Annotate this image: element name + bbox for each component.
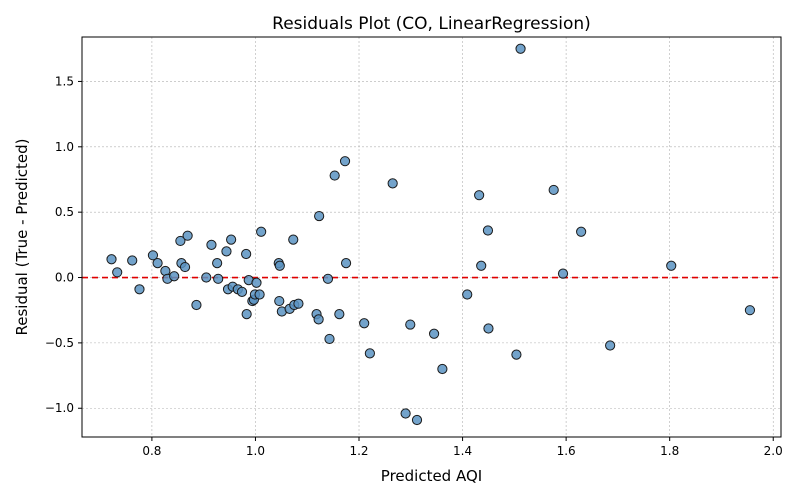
residual-point xyxy=(134,284,145,295)
residual-point xyxy=(241,309,252,320)
y-tick-label: 1.5 xyxy=(55,74,74,88)
residual-point xyxy=(127,255,138,266)
x-axis-label: Predicted AQI xyxy=(381,467,482,485)
plot-area-frame xyxy=(81,36,782,438)
residual-point xyxy=(293,298,304,309)
residual-point xyxy=(241,248,252,260)
residual-point xyxy=(175,235,186,247)
residual-point xyxy=(364,348,375,359)
residual-point xyxy=(548,184,559,196)
residual-point xyxy=(387,178,398,189)
residual-point xyxy=(744,305,756,316)
residual-point xyxy=(182,230,193,241)
residual-point xyxy=(179,261,191,273)
residual-point xyxy=(428,328,440,339)
residual-point xyxy=(274,260,285,271)
residual-point xyxy=(212,258,223,269)
residual-point xyxy=(411,414,423,426)
residual-point xyxy=(274,295,285,307)
residual-point xyxy=(226,234,237,245)
residual-point xyxy=(251,277,262,288)
residual-point xyxy=(152,258,163,269)
residual-point xyxy=(256,226,267,237)
residual-point xyxy=(288,234,299,245)
residual-point xyxy=(400,408,411,419)
residual-point xyxy=(236,286,248,298)
residual-point xyxy=(324,333,335,345)
residual-point xyxy=(313,314,324,325)
residual-point xyxy=(605,340,616,351)
residual-point xyxy=(201,272,212,283)
residual-points xyxy=(106,43,756,426)
residual-point xyxy=(340,258,352,269)
y-tick-label: −1.0 xyxy=(45,401,74,415)
residual-point xyxy=(511,349,522,360)
residual-point xyxy=(329,170,340,181)
residual-point xyxy=(359,318,370,329)
residual-point xyxy=(339,156,351,167)
residual-point xyxy=(483,323,494,334)
residual-point xyxy=(254,289,265,300)
residual-point xyxy=(334,309,345,320)
residual-point xyxy=(666,260,677,271)
x-tick-label: 1.8 xyxy=(660,444,679,458)
residual-point xyxy=(557,268,569,279)
residual-point xyxy=(482,225,494,236)
residual-point xyxy=(476,260,487,271)
x-tick-label: 1.2 xyxy=(349,444,368,458)
residual-point xyxy=(322,273,334,284)
y-tick-label: 1.0 xyxy=(55,140,74,154)
x-tick-label: 1.0 xyxy=(246,444,265,458)
y-tick-label: 0.0 xyxy=(55,271,74,285)
residual-point xyxy=(314,210,325,222)
residual-point xyxy=(106,254,117,265)
residual-point xyxy=(213,273,224,284)
x-tick-label: 0.8 xyxy=(142,444,161,458)
residual-point xyxy=(515,43,526,54)
grid-lines xyxy=(82,37,781,437)
residual-point xyxy=(474,190,485,201)
residual-point xyxy=(206,239,217,250)
residual-point xyxy=(147,250,159,261)
residual-point xyxy=(576,226,587,237)
y-axis-ticks: −1.0 −0.5 0.0 0.5 1.0 1.5 xyxy=(45,74,82,415)
y-axis-label: Residual (True - Predicted) xyxy=(13,138,31,335)
residual-point xyxy=(221,246,232,257)
y-tick-label: −0.5 xyxy=(45,336,74,350)
residual-point xyxy=(191,299,202,311)
residual-point xyxy=(462,289,473,300)
residual-point xyxy=(437,363,448,375)
residual-point xyxy=(169,271,180,282)
x-tick-label: 1.4 xyxy=(453,444,472,458)
x-tick-label: 2.0 xyxy=(764,444,783,458)
residual-point xyxy=(112,267,123,278)
x-axis-ticks: 0.8 1.0 1.2 1.4 1.6 1.8 2.0 xyxy=(142,437,783,458)
chart-title: Residuals Plot (CO, LinearRegression) xyxy=(272,14,591,34)
x-tick-label: 1.6 xyxy=(557,444,576,458)
residual-point xyxy=(405,319,416,330)
y-tick-label: 0.5 xyxy=(55,205,74,219)
